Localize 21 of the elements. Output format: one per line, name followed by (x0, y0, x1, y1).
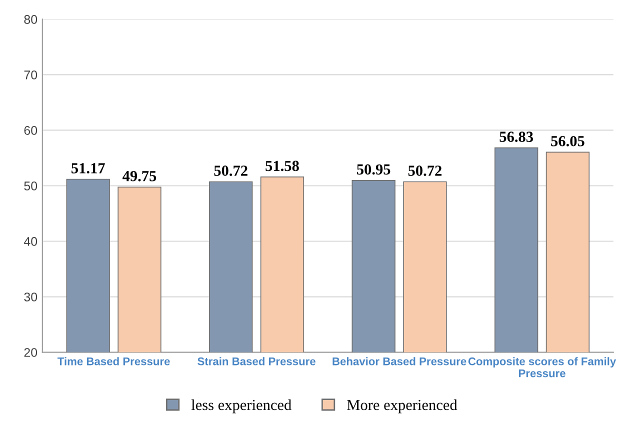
data-label: 50.72 (214, 166, 248, 176)
y-tick-label: 40 (24, 237, 38, 246)
data-label: 56.83 (500, 132, 533, 142)
data-label: 51.58 (266, 160, 299, 172)
y-tick-label: 20 (24, 348, 38, 357)
x-tick-label: Time Based Pressure (58, 357, 170, 366)
x-tick-label: Behavior Based Pressure (332, 357, 466, 366)
legend-label: less experienced (191, 399, 292, 414)
data-label: 50.72 (408, 166, 442, 176)
y-tick-label: 50 (24, 182, 38, 190)
data-label: 56.05 (551, 136, 584, 146)
x-tick-label: Composite scores of Family Pressure (468, 357, 616, 378)
x-tick-label: Strain Based Pressure (198, 357, 316, 366)
y-tick-label: 60 (24, 126, 38, 135)
y-tick-label: 80 (24, 15, 38, 24)
data-label: 49.75 (122, 170, 156, 182)
data-label: 51.17 (72, 163, 105, 174)
y-tick-label: 70 (24, 70, 38, 80)
data-label: 50.95 (357, 164, 390, 175)
y-tick-label: 30 (24, 292, 38, 302)
legend-label: More experienced (347, 399, 458, 414)
